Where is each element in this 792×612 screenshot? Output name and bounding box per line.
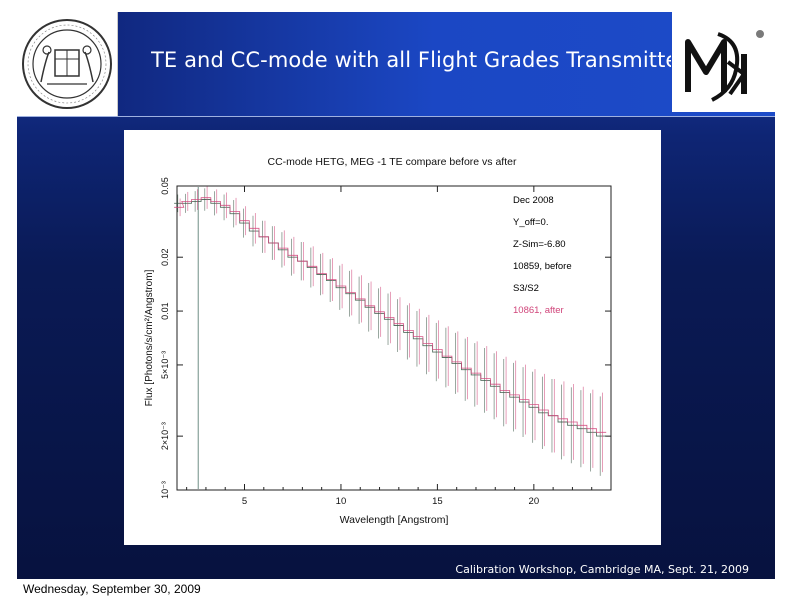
legend-annotation: 10861, after [513, 305, 564, 316]
mit-seal-icon [22, 19, 112, 109]
series-line-0 [174, 199, 607, 437]
mki-icon [685, 30, 764, 102]
x-axis-label: Wavelength [Angstrom] [340, 514, 449, 526]
chart-panel: CC-mode HETG, MEG -1 TE compare before v… [124, 130, 661, 545]
x-tick-label: 20 [529, 496, 540, 507]
header-band: TE and CC-mode with all Flight Grades Tr… [17, 12, 775, 117]
legend-annotation: S3/S2 [513, 283, 539, 294]
legend-annotation: Y_off=0. [513, 217, 548, 228]
chart-title: CC-mode HETG, MEG -1 TE compare before v… [268, 156, 517, 168]
plot-frame [176, 185, 612, 491]
mit-seal-logo [17, 12, 118, 116]
series-group [174, 186, 607, 476]
mki-logo [672, 12, 775, 112]
y-tick-label: 10⁻³ [160, 481, 170, 499]
x-tick-label: 10 [336, 496, 347, 507]
x-tick-label: 15 [432, 496, 443, 507]
footer-text: Calibration Workshop, Cambridge MA, Sept… [455, 563, 749, 576]
legend-annotation: Dec 2008 [513, 195, 554, 206]
x-tick-label: 5 [242, 496, 247, 507]
legend-annotation: 10859, before [513, 261, 572, 272]
y-axis: 10⁻³ 2×10⁻³ 5×10⁻³ 0.01 0.02 0.05 [160, 177, 611, 499]
slide: TE and CC-mode with all Flight Grades Tr… [17, 12, 775, 579]
legend-annotation: Z-Sim=-6.80 [513, 239, 566, 250]
y-tick-label: 0.05 [160, 177, 170, 195]
flux-chart: CC-mode HETG, MEG -1 TE compare before v… [144, 156, 612, 526]
series-line-1 [174, 197, 607, 433]
page-date: Wednesday, September 30, 2009 [23, 582, 201, 596]
x-axis: 5 10 15 20 [186, 186, 612, 507]
legend-annotations: Dec 2008 Y_off=0. Z-Sim=-6.80 10859, before… [513, 195, 572, 316]
y-tick-label: 0.01 [160, 302, 170, 320]
y-axis-label: Flux [Photons/s/cm²/Angstrom] [144, 269, 155, 406]
y-tick-label: 0.02 [160, 248, 170, 266]
y-tick-label: 2×10⁻³ [160, 422, 170, 450]
y-tick-label: 5×10⁻³ [160, 351, 170, 379]
slide-title: TE and CC-mode with all Flight Grades Tr… [151, 48, 671, 72]
